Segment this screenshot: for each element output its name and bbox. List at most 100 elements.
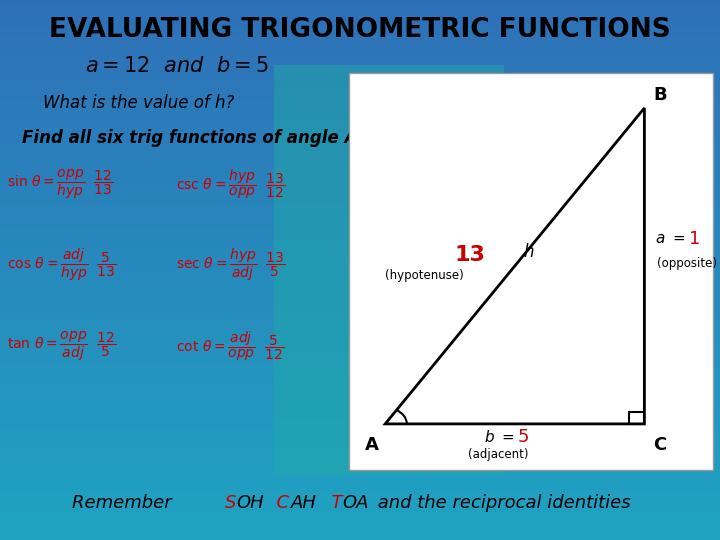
Bar <box>0 302 720 305</box>
Text: B: B <box>653 86 667 104</box>
Bar <box>0 308 720 310</box>
Bar <box>0 310 720 313</box>
Bar <box>0 68 720 70</box>
Text: Remember: Remember <box>72 494 177 512</box>
Bar <box>0 40 720 43</box>
Bar <box>0 243 720 246</box>
Bar <box>0 297 720 300</box>
Bar <box>0 127 720 130</box>
Bar <box>0 421 720 424</box>
Bar <box>0 176 720 178</box>
Text: C: C <box>265 494 289 512</box>
Bar <box>0 340 720 343</box>
Bar <box>0 440 720 443</box>
Bar <box>0 537 720 540</box>
Bar <box>0 389 720 392</box>
Bar <box>0 416 720 418</box>
Text: $\tan\,\theta = \dfrac{opp}{adj}\ \ \dfrac{12}{5}$: $\tan\,\theta = \dfrac{opp}{adj}\ \ \dfr… <box>7 330 117 363</box>
Bar <box>0 491 720 494</box>
Bar <box>0 338 720 340</box>
Text: What is the value of h?: What is the value of h? <box>43 93 235 112</box>
Bar <box>0 124 720 127</box>
Bar <box>0 319 720 321</box>
Bar <box>0 502 720 505</box>
Bar <box>0 232 720 235</box>
Bar <box>0 335 720 338</box>
Bar <box>0 284 720 286</box>
Bar <box>349 73 713 470</box>
Bar <box>0 256 720 259</box>
Bar <box>0 227 720 229</box>
Bar <box>0 184 720 186</box>
Bar <box>0 151 720 154</box>
Bar <box>0 518 720 521</box>
Bar <box>0 62 720 65</box>
Text: T: T <box>320 494 342 512</box>
Bar <box>0 351 720 354</box>
Bar <box>0 265 720 267</box>
Bar <box>0 367 720 370</box>
Bar <box>0 370 720 373</box>
Bar <box>0 238 720 240</box>
Bar <box>0 313 720 316</box>
Bar <box>0 373 720 375</box>
Bar <box>0 219 720 221</box>
Bar <box>0 165 720 167</box>
Bar <box>0 32 720 35</box>
Bar <box>0 521 720 524</box>
Text: A: A <box>365 436 379 454</box>
Bar <box>0 248 720 251</box>
Bar <box>0 189 720 192</box>
Bar <box>0 170 720 173</box>
Bar <box>0 454 720 456</box>
Bar <box>0 300 720 302</box>
Bar <box>0 448 720 451</box>
Bar <box>0 78 720 81</box>
Bar <box>0 267 720 270</box>
Bar <box>0 505 720 508</box>
Bar <box>0 316 720 319</box>
Text: AH: AH <box>291 494 317 512</box>
Bar <box>0 157 720 159</box>
Bar <box>0 3 720 5</box>
Bar <box>0 481 720 483</box>
Bar <box>0 437 720 440</box>
Bar <box>0 356 720 359</box>
Bar <box>0 92 720 94</box>
Text: $\csc\,\theta = \dfrac{hyp}{opp}\ \ \dfrac{13}{12}$: $\csc\,\theta = \dfrac{hyp}{opp}\ \ \dfr… <box>176 168 285 201</box>
Bar <box>0 324 720 327</box>
Bar <box>0 230 720 232</box>
Bar <box>0 84 720 86</box>
Bar <box>0 202 720 205</box>
Bar <box>0 375 720 378</box>
Bar <box>0 459 720 462</box>
Bar <box>0 38 720 40</box>
Bar <box>0 410 720 413</box>
Text: 13: 13 <box>455 245 485 265</box>
Bar <box>0 116 720 119</box>
Bar <box>0 489 720 491</box>
Bar <box>0 286 720 289</box>
Bar <box>0 346 720 348</box>
Bar <box>0 254 720 256</box>
Bar <box>0 305 720 308</box>
Bar <box>0 162 720 165</box>
Bar <box>0 456 720 459</box>
Bar <box>0 383 720 386</box>
Bar <box>0 30 720 32</box>
Text: OA: OA <box>343 494 369 512</box>
Bar <box>0 464 720 467</box>
Bar <box>0 27 720 30</box>
Bar <box>0 100 720 103</box>
Bar <box>0 192 720 194</box>
Bar <box>0 97 720 100</box>
Bar <box>0 467 720 470</box>
Bar <box>0 294 720 297</box>
Bar <box>0 194 720 197</box>
Bar <box>0 378 720 381</box>
Bar <box>0 159 720 162</box>
Bar <box>0 197 720 200</box>
Text: C: C <box>653 436 666 454</box>
Bar <box>0 332 720 335</box>
Bar <box>0 105 720 108</box>
